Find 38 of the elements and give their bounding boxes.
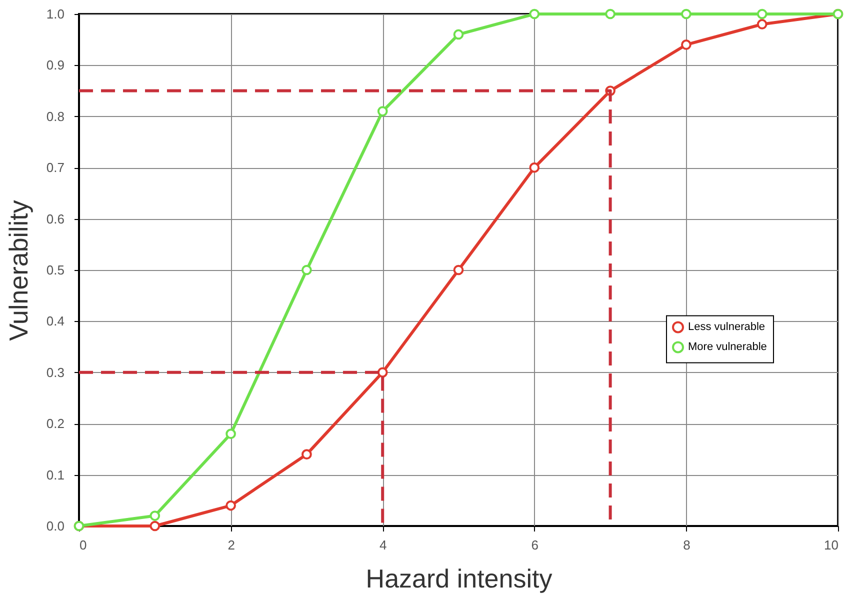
y-tick-label: 0.6: [46, 211, 64, 226]
y-tick-label: 0.8: [46, 108, 64, 124]
point: [453, 264, 464, 276]
y-tick-label: 0.7: [46, 160, 64, 176]
y-axis-title: Vulnerability: [3, 200, 34, 341]
point: [529, 8, 540, 20]
point: [150, 520, 160, 532]
x-tick-label: 4: [379, 538, 387, 552]
point: [150, 510, 160, 521]
point: [377, 106, 388, 116]
point: [756, 19, 768, 30]
x-tick-label: 6: [531, 538, 539, 552]
y-tick-label: 0.4: [46, 314, 64, 329]
point: [302, 264, 312, 276]
y-tick-label: 1.0: [46, 6, 64, 22]
legend-label: More vulnerable: [688, 341, 767, 354]
point: [681, 40, 692, 50]
x-tick-label: 0: [80, 538, 87, 552]
y-tick-label: 0.9: [46, 58, 64, 73]
x-tick-label: 10: [824, 538, 838, 552]
point: [226, 428, 236, 440]
point: [226, 500, 236, 511]
point: [605, 8, 616, 20]
x-tick-label: 8: [683, 538, 690, 552]
x-axis-title: Hazard intensity: [366, 564, 552, 594]
y-tick-label: 0.3: [46, 364, 64, 380]
point: [302, 449, 312, 460]
y-tick-label: 0.2: [46, 416, 64, 432]
y-tick-label: 0.0: [46, 518, 64, 534]
x-tick-label: 2: [228, 538, 235, 552]
point: [681, 8, 692, 20]
point: [756, 8, 768, 20]
point: [529, 162, 540, 173]
y-tick-label: 0.1: [46, 467, 64, 482]
point: [377, 367, 388, 378]
y-tick-label: 0.5: [46, 262, 64, 278]
point: [453, 29, 464, 40]
legend-label: Less vulnerable: [688, 321, 766, 334]
